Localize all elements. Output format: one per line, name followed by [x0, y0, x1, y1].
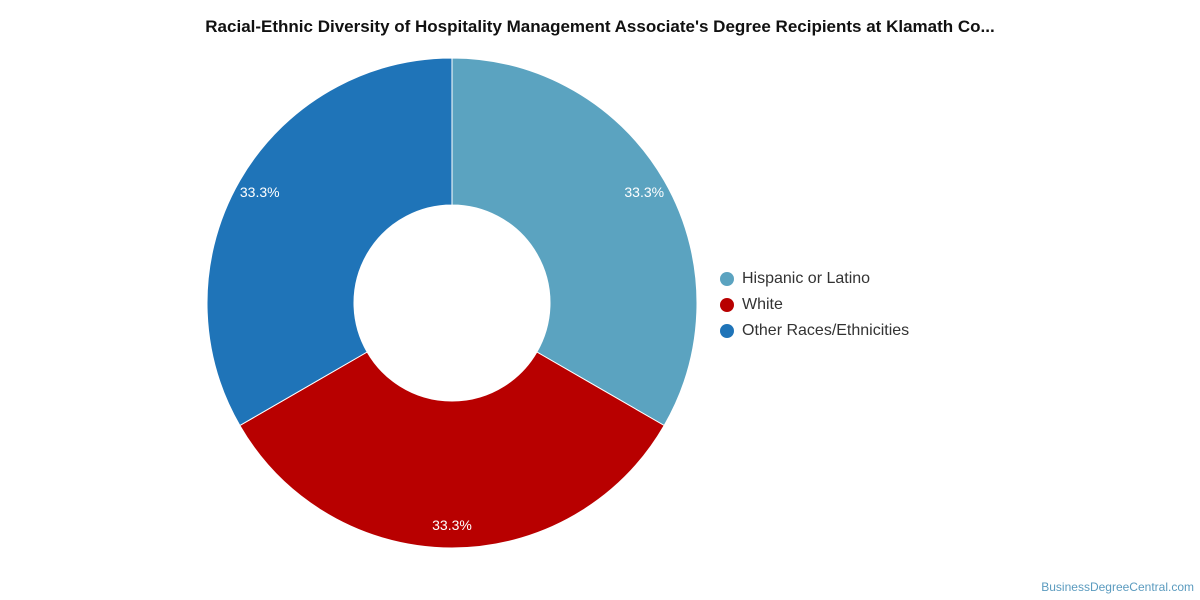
slice-hispanic-or-latino[interactable] [451, 57, 698, 427]
chart-legend: Hispanic or Latino White Other Races/Eth… [720, 266, 909, 344]
slice-label-hispanic-or-latino: 33.3% [624, 184, 664, 200]
legend-swatch-hispanic-or-latino [720, 272, 734, 286]
chart-title: Racial-Ethnic Diversity of Hospitality M… [205, 17, 995, 36]
legend-label-white: White [742, 296, 783, 313]
slice-white[interactable] [239, 351, 665, 549]
source-credit[interactable]: BusinessDegreeCentral.com [1041, 580, 1194, 594]
legend-item-hispanic-or-latino[interactable]: Hispanic or Latino [720, 266, 909, 292]
legend-label-hispanic-or-latino: Hispanic or Latino [742, 270, 871, 287]
slice-other-races-ethnicities[interactable] [206, 57, 453, 427]
legend-item-white[interactable]: White [720, 292, 909, 318]
slice-label-other-races-ethnicities: 33.3% [240, 184, 280, 200]
slice-label-white: 33.3% [432, 517, 472, 533]
legend-swatch-white [720, 298, 734, 312]
legend-swatch-other-races-ethnicities [720, 324, 734, 338]
legend-label-other-races-ethnicities: Other Races/Ethnicities [742, 322, 910, 339]
legend-item-other-races-ethnicities[interactable]: Other Races/Ethnicities [720, 318, 909, 344]
